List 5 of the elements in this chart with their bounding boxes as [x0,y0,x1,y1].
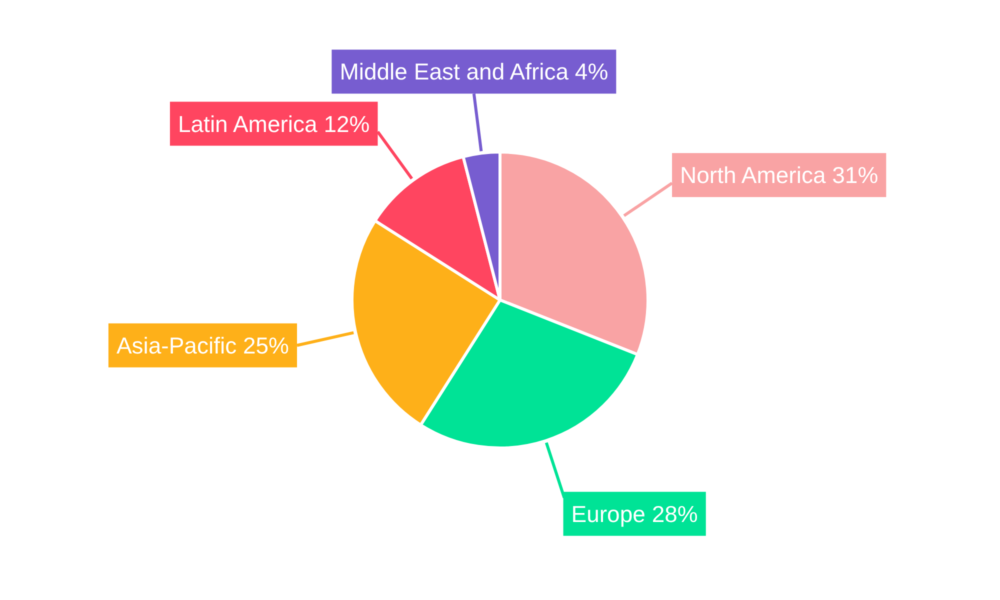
slice-label: Asia-Pacific 25% [116,332,290,358]
slice-label: Latin America 12% [178,110,370,137]
slice-label: North America 31% [680,162,878,188]
slice-label: Europe 28% [571,500,698,527]
slice-label: Middle East and Africa 4% [340,58,608,85]
